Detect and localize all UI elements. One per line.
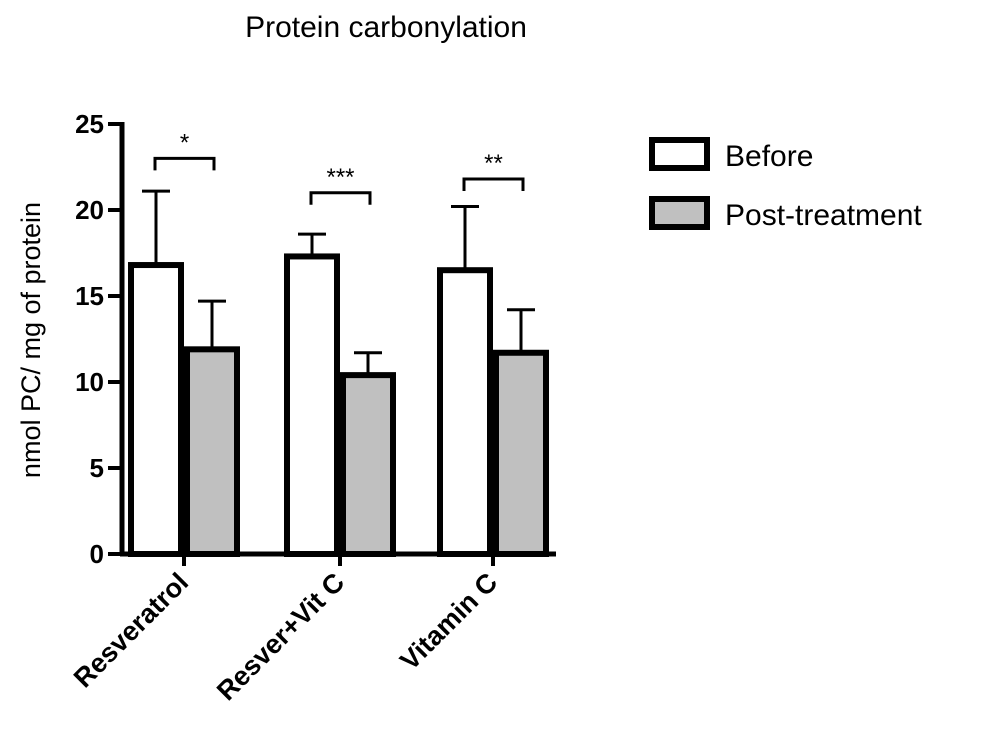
legend-label-before: Before xyxy=(725,140,813,173)
bar-before-2 xyxy=(284,253,340,557)
significance-bracket-3 xyxy=(462,177,525,192)
x-tick-label-2: Resver+Vit C xyxy=(211,567,350,706)
y-tick-label-20: 20 xyxy=(75,195,104,225)
x-tick-label-1: Resveratrol xyxy=(68,567,194,693)
legend: Before Post-treatment xyxy=(649,137,922,232)
y-tick-label-25: 25 xyxy=(75,109,104,139)
bar-before-3 xyxy=(437,267,493,557)
y-tick-label-0: 0 xyxy=(90,539,104,569)
chart-title: Protein carbonylation xyxy=(245,11,527,44)
y-tick-label-15: 15 xyxy=(75,281,104,311)
bar-post-treatment-2 xyxy=(340,372,396,557)
legend-swatch-post-treatment xyxy=(649,196,710,230)
significance-label-1: * xyxy=(180,129,189,156)
bar-post-treatment-3 xyxy=(493,349,549,558)
plot-area: * Resveratrol *** Resver+Vit C ** Vitamin C 0 5… xyxy=(68,109,556,706)
y-axis-label: nmol PC/ mg of protein xyxy=(16,202,46,478)
bar-post-treatment-1 xyxy=(184,346,240,557)
legend-swatch-before xyxy=(649,137,710,171)
y-tick-label-5: 5 xyxy=(90,453,104,483)
legend-label-post-treatment: Post-treatment xyxy=(725,199,922,232)
significance-label-3: ** xyxy=(484,150,503,177)
bar-before-1 xyxy=(128,262,184,557)
significance-bracket-1 xyxy=(153,156,216,171)
significance-label-2: *** xyxy=(326,164,354,191)
significance-bracket-2 xyxy=(309,191,372,205)
y-tick-label-10: 10 xyxy=(75,367,104,397)
x-tick-label-3: Vitamin C xyxy=(394,567,503,676)
